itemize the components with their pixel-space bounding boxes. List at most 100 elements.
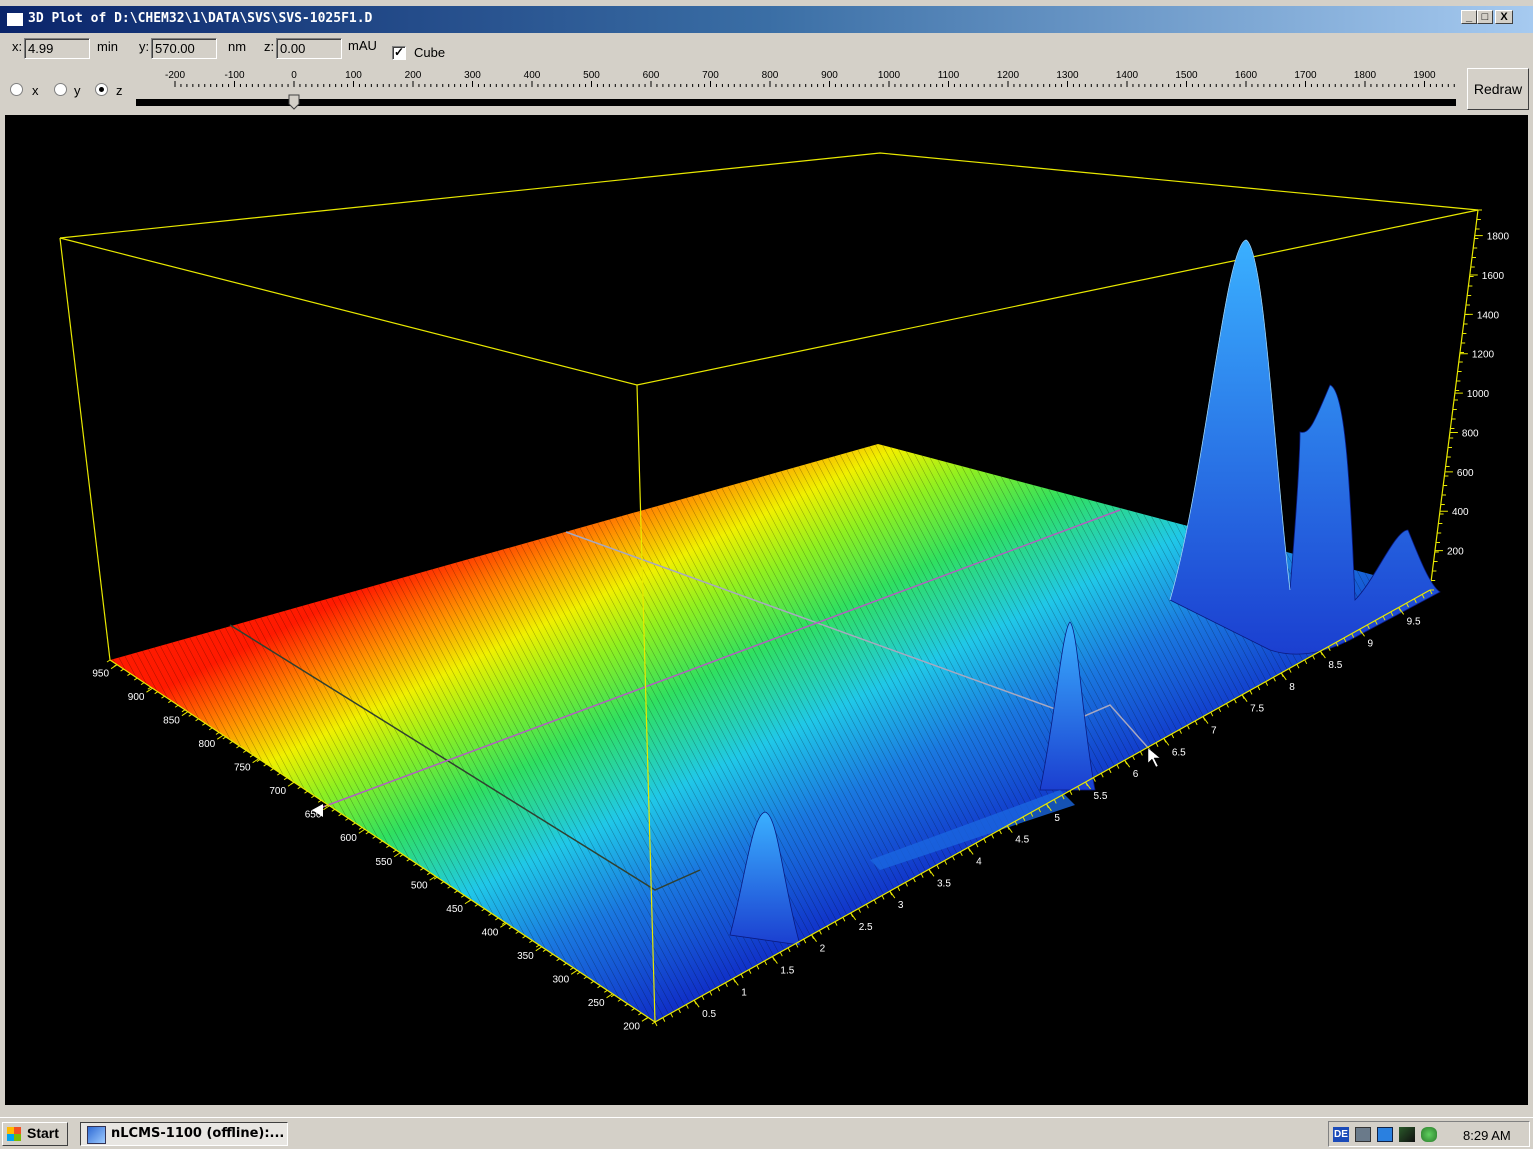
time-minor-tick xyxy=(866,904,868,908)
wavelength-minor-tick xyxy=(271,769,274,771)
absorbance-tick-label: 1400 xyxy=(1477,310,1500,321)
wavelength-minor-tick xyxy=(216,732,219,734)
taskbar: Start nLCMS-1100 (offline):... DE 8:29 A… xyxy=(0,1117,1533,1149)
system-tray: DE 8:29 AM xyxy=(1328,1121,1530,1147)
wavelength-tick xyxy=(359,829,365,833)
wavelength-minor-tick xyxy=(359,827,362,829)
slider-tick-label: -100 xyxy=(224,70,244,81)
windows-logo-icon xyxy=(7,1127,21,1141)
start-button[interactable]: Start xyxy=(2,1122,68,1146)
wavelength-minor-tick xyxy=(584,977,587,979)
wavelength-minor-tick xyxy=(264,764,267,766)
wavelength-minor-tick xyxy=(407,859,410,861)
time-minor-tick xyxy=(992,834,994,838)
time-minor-tick xyxy=(702,996,704,1000)
wavelength-tick-label: 700 xyxy=(269,786,286,797)
absorbance-tick-label: 800 xyxy=(1462,428,1479,439)
time-minor-tick xyxy=(1179,730,1181,734)
wavelength-minor-tick xyxy=(243,751,246,753)
window-icon[interactable] xyxy=(6,12,24,27)
time-minor-tick xyxy=(984,839,986,843)
network-icon[interactable] xyxy=(1377,1127,1393,1142)
wavelength-minor-tick xyxy=(652,1022,655,1024)
time-tick-label: 6 xyxy=(1133,769,1139,780)
taskbar-item-label: nLCMS-1100 (offline):... xyxy=(111,1126,284,1141)
wavelength-minor-tick xyxy=(366,832,369,834)
absorbance-tick-label: 200 xyxy=(1447,547,1464,558)
wavelength-tick-label: 600 xyxy=(340,833,357,844)
slider-tick-label: 0 xyxy=(291,70,297,81)
time-minor-tick xyxy=(710,991,712,995)
vmware-icon[interactable] xyxy=(1355,1127,1371,1142)
absorbance-tick-label: 1600 xyxy=(1482,271,1505,282)
taskbar-item-nlcms[interactable]: nLCMS-1100 (offline):... xyxy=(80,1122,288,1146)
wavelength-minor-tick xyxy=(121,669,124,671)
wavelength-minor-tick xyxy=(448,886,451,888)
slider-thumb[interactable] xyxy=(289,95,299,109)
wavelength-minor-tick xyxy=(141,683,144,685)
slider-tick-label: 1400 xyxy=(1116,70,1139,81)
start-label: Start xyxy=(27,1125,59,1141)
wavelength-minor-tick xyxy=(284,778,287,780)
wavelength-minor-tick xyxy=(489,913,492,915)
time-minor-tick xyxy=(976,843,978,847)
wavelength-minor-tick xyxy=(298,787,301,789)
wavelength-minor-tick xyxy=(230,741,233,743)
time-minor-tick xyxy=(960,852,962,856)
wavelength-minor-tick xyxy=(189,714,192,716)
language-indicator[interactable]: DE xyxy=(1333,1127,1349,1142)
minimize-button[interactable]: _ xyxy=(1461,10,1477,24)
time-minor-tick xyxy=(1156,743,1158,747)
3d-plot[interactable]: 950 900 850 800 750 700 650 600 550 500 450 400 350 3… xyxy=(5,115,1528,1105)
slider-tick-label: -200 xyxy=(165,70,185,81)
wavelength-minor-tick xyxy=(352,823,355,825)
wavelength-minor-tick xyxy=(250,755,253,757)
wavelength-minor-tick xyxy=(162,696,165,698)
time-minor-tick xyxy=(819,930,821,934)
slider-track[interactable] xyxy=(136,99,1456,106)
slider-tick-label: 1000 xyxy=(878,70,901,81)
close-button[interactable]: X xyxy=(1495,10,1513,24)
maximize-button[interactable]: □ xyxy=(1477,10,1493,24)
wavelength-tick-label: 800 xyxy=(199,739,216,750)
wavelength-tick-label: 750 xyxy=(234,763,251,774)
wavelength-minor-tick xyxy=(638,1013,641,1015)
wavelength-tick-label: 550 xyxy=(376,857,393,868)
time-minor-tick xyxy=(1133,756,1135,760)
wavelength-minor-tick xyxy=(529,941,532,943)
time-minor-tick xyxy=(655,1022,657,1026)
time-minor-tick xyxy=(1172,734,1174,738)
time-minor-tick xyxy=(1195,721,1197,725)
security-icon[interactable] xyxy=(1399,1127,1415,1142)
slider-scale: -200 -100 0 100 200 300 400 500 600 700 800 900 1000… xyxy=(0,33,1533,115)
time-minor-tick xyxy=(1187,725,1189,729)
wavelength-minor-tick xyxy=(209,728,212,730)
update-icon[interactable] xyxy=(1421,1127,1437,1142)
wavelength-minor-tick xyxy=(196,719,199,721)
time-minor-tick xyxy=(1219,708,1221,712)
wavelength-tick xyxy=(394,853,400,857)
wavelength-minor-tick xyxy=(482,909,485,911)
wavelength-minor-tick xyxy=(311,796,314,798)
time-tick-label: 2 xyxy=(820,944,826,955)
redraw-button[interactable]: Redraw xyxy=(1467,68,1529,110)
time-minor-tick xyxy=(835,922,837,926)
wavelength-minor-tick xyxy=(127,674,130,676)
plot-area[interactable]: 950 900 850 800 750 700 650 600 550 500 450 400 350 3… xyxy=(5,115,1528,1105)
time-tick-label: 2.5 xyxy=(859,922,873,933)
wavelength-minor-tick xyxy=(400,855,403,857)
wavelength-tick-label: 850 xyxy=(163,716,180,727)
slider-tick-label: 800 xyxy=(762,70,779,81)
time-tick-label: 9.5 xyxy=(1407,616,1421,627)
window-title-bar[interactable]: 3D Plot of D:\CHEM32\1\DATA\SVS\SVS-1025… xyxy=(0,6,1533,33)
time-minor-tick xyxy=(1070,791,1072,795)
absorbance-tick-label: 1200 xyxy=(1472,350,1495,361)
time-tick-label: 5 xyxy=(1054,813,1060,824)
wavelength-minor-tick xyxy=(339,814,342,816)
time-minor-tick xyxy=(1273,677,1275,681)
time-minor-tick xyxy=(1258,686,1260,690)
time-minor-tick xyxy=(718,987,720,991)
wavelength-minor-tick xyxy=(182,710,185,712)
time-minor-tick xyxy=(874,900,876,904)
wavelength-minor-tick xyxy=(202,723,205,725)
